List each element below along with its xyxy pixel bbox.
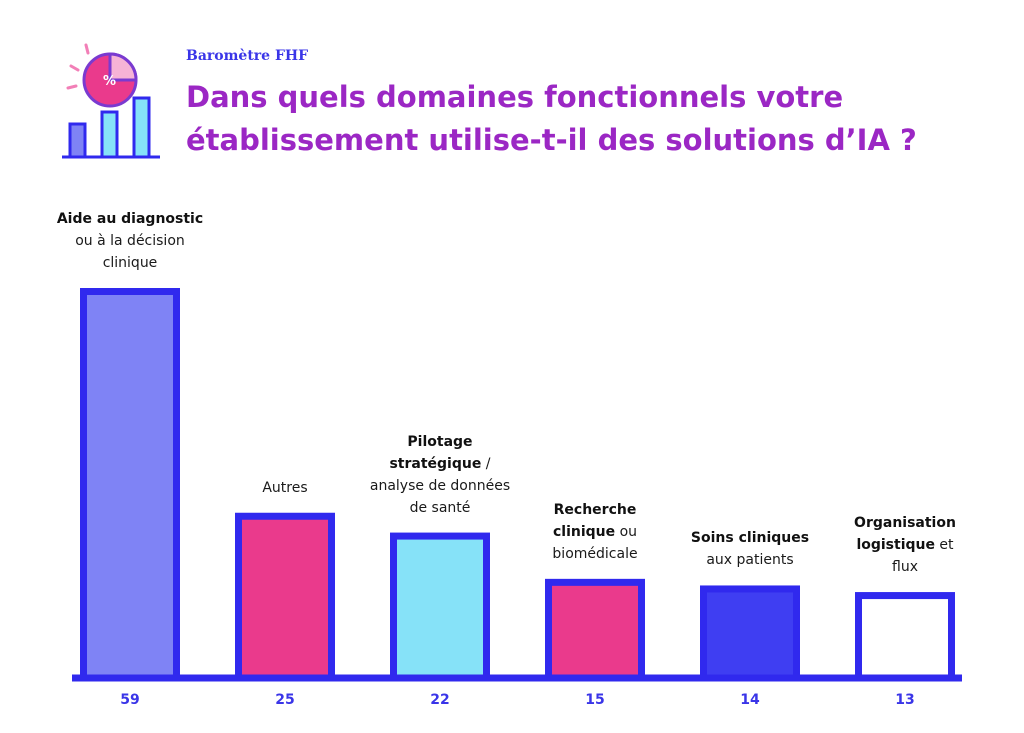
chart-percent-icon: % bbox=[62, 43, 160, 159]
chart-title: Dans quels domaines fonctionnels votre é… bbox=[186, 76, 1006, 162]
bar-3 bbox=[390, 532, 490, 682]
bar-2 bbox=[235, 512, 335, 682]
title-line-2: établissement utilise-t-il des solutions… bbox=[186, 123, 917, 157]
category-label-5: Soins cliniques aux patients bbox=[690, 530, 810, 569]
bar-1 bbox=[80, 288, 180, 682]
category-label-2: Autres bbox=[262, 479, 308, 496]
category-label-4: Recherche clinique ou biomédicale bbox=[552, 501, 638, 562]
svg-text:%: % bbox=[103, 74, 116, 89]
kicker-label: Baromètre FHF bbox=[186, 48, 309, 64]
bar-6 bbox=[855, 592, 955, 682]
bar-5 bbox=[700, 585, 800, 682]
value-label-2: 25 bbox=[275, 692, 295, 708]
category-label-1: Aide au diagnostic ou à la décision cliniq… bbox=[56, 211, 204, 271]
value-label-1: 59 bbox=[120, 692, 140, 708]
value-label-6: 13 bbox=[895, 692, 915, 708]
value-label-5: 14 bbox=[740, 692, 760, 708]
bar-4 bbox=[545, 578, 645, 682]
value-label-3: 22 bbox=[430, 692, 450, 708]
value-label-4: 15 bbox=[585, 692, 605, 708]
title-line-1: Dans quels domaines fonctionnels votre bbox=[186, 80, 844, 114]
category-label-3: Pilotage stratégique / analyse de données d… bbox=[369, 433, 511, 516]
category-label-6: Organisation logistique et flux bbox=[854, 515, 956, 576]
